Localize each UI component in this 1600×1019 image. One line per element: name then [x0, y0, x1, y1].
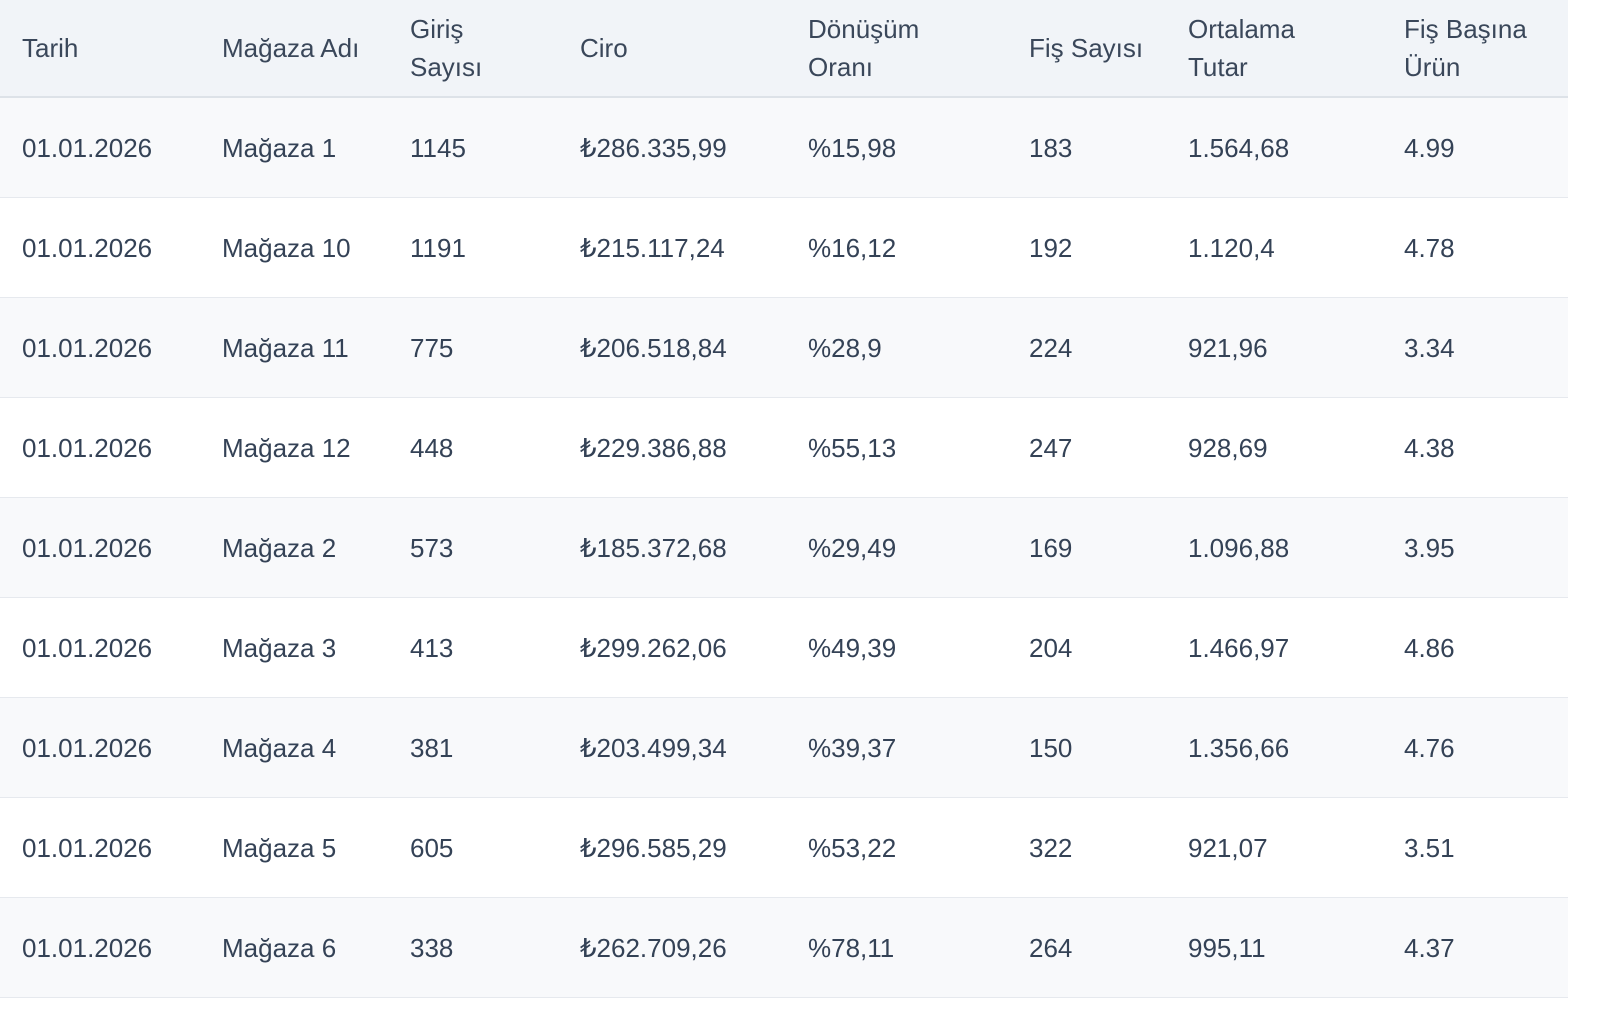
cell-date: 01.01.2026 [0, 897, 200, 998]
table-row[interactable]: 01.01.2026 Mağaza 3 413 ₺299.262,06 %49,39 20… [0, 597, 1568, 698]
cell-revenue: ₺206.518,84 [558, 297, 786, 398]
cell-entry-count: 605 [388, 797, 558, 898]
table-row[interactable]: 01.01.2026 Mağaza 12 448 ₺229.386,88 %55,13 2… [0, 397, 1568, 498]
cell-revenue: ₺215.117,24 [558, 197, 786, 298]
table-row[interactable]: 01.01.2026 Mağaza 2 573 ₺185.372,68 %29,49 16… [0, 497, 1568, 598]
cell-receipt-count: 224 [1007, 297, 1166, 398]
cell-average-amount: 921,07 [1166, 797, 1382, 898]
cell-date: 01.01.2026 [0, 497, 200, 598]
cell-entry-count: 1191 [388, 197, 558, 298]
column-header-receipt-count[interactable]: Fiş Sayısı [1007, 0, 1166, 98]
cell-items-per-receipt: 4.86 [1382, 597, 1568, 698]
table-row[interactable]: 01.01.2026 Mağaza 6 338 ₺262.709,26 %78,11 26… [0, 897, 1568, 998]
column-header-items-per-receipt[interactable]: Fiş Başına Ürün [1382, 0, 1568, 98]
cell-conversion-rate: %78,11 [786, 897, 1007, 998]
cell-revenue: ₺299.262,06 [558, 597, 786, 698]
cell-items-per-receipt: 3.51 [1382, 797, 1568, 898]
cell-date: 01.01.2026 [0, 197, 200, 298]
cell-receipt-count: 204 [1007, 597, 1166, 698]
cell-store-name: Mağaza 10 [200, 197, 388, 298]
cell-revenue: ₺296.585,29 [558, 797, 786, 898]
cell-entry-count: 413 [388, 597, 558, 698]
column-header-store-name[interactable]: Mağaza Adı [200, 0, 388, 98]
cell-conversion-rate: %39,37 [786, 697, 1007, 798]
cell-items-per-receipt: 4.78 [1382, 197, 1568, 298]
cell-average-amount: 1.120,4 [1166, 197, 1382, 298]
cell-revenue: ₺229.386,88 [558, 397, 786, 498]
cell-date: 01.01.2026 [0, 297, 200, 398]
cell-store-name: Mağaza 12 [200, 397, 388, 498]
table-row[interactable]: 01.01.2026 Mağaza 1 1145 ₺286.335,99 %15,98 1… [0, 97, 1568, 198]
cell-store-name: Mağaza 2 [200, 497, 388, 598]
cell-receipt-count: 183 [1007, 97, 1166, 198]
cell-receipt-count: 150 [1007, 697, 1166, 798]
cell-revenue: ₺286.335,99 [558, 97, 786, 198]
cell-average-amount: 1.564,68 [1166, 97, 1382, 198]
table-row[interactable]: 01.01.2026 Mağaza 4 381 ₺203.499,34 %39,37 15… [0, 697, 1568, 798]
cell-conversion-rate: %53,22 [786, 797, 1007, 898]
cell-revenue: ₺203.499,34 [558, 697, 786, 798]
cell-entry-count: 381 [388, 697, 558, 798]
cell-items-per-receipt: 4.38 [1382, 397, 1568, 498]
cell-store-name: Mağaza 3 [200, 597, 388, 698]
column-header-date[interactable]: Tarih [0, 0, 200, 98]
header-row: Tarih Mağaza Adı Giriş Sayısı Ciro Dönüşüm O… [0, 0, 1568, 98]
cell-revenue: ₺262.709,26 [558, 897, 786, 998]
cell-items-per-receipt: 4.76 [1382, 697, 1568, 798]
cell-store-name: Mağaza 4 [200, 697, 388, 798]
cell-entry-count: 573 [388, 497, 558, 598]
cell-average-amount: 1.356,66 [1166, 697, 1382, 798]
cell-items-per-receipt: 4.37 [1382, 897, 1568, 998]
column-header-conversion-rate[interactable]: Dönüşüm Oranı [786, 0, 1007, 98]
cell-items-per-receipt: 3.95 [1382, 497, 1568, 598]
cell-revenue: ₺185.372,68 [558, 497, 786, 598]
cell-average-amount: 1.466,97 [1166, 597, 1382, 698]
cell-average-amount: 995,11 [1166, 897, 1382, 998]
cell-store-name: Mağaza 11 [200, 297, 388, 398]
cell-entry-count: 1145 [388, 97, 558, 198]
cell-conversion-rate: %16,12 [786, 197, 1007, 298]
table-row[interactable]: 01.01.2026 Mağaza 11 775 ₺206.518,84 %28,9 22… [0, 297, 1568, 398]
column-header-revenue[interactable]: Ciro [558, 0, 786, 98]
cell-items-per-receipt: 4.99 [1382, 97, 1568, 198]
cell-conversion-rate: %28,9 [786, 297, 1007, 398]
cell-receipt-count: 247 [1007, 397, 1166, 498]
cell-store-name: Mağaza 6 [200, 897, 388, 998]
cell-store-name: Mağaza 1 [200, 97, 388, 198]
cell-entry-count: 448 [388, 397, 558, 498]
cell-date: 01.01.2026 [0, 97, 200, 198]
cell-receipt-count: 322 [1007, 797, 1166, 898]
cell-conversion-rate: %55,13 [786, 397, 1007, 498]
cell-date: 01.01.2026 [0, 397, 200, 498]
table-row[interactable]: 01.01.2026 Mağaza 10 1191 ₺215.117,24 %16,12… [0, 197, 1568, 298]
cell-entry-count: 338 [388, 897, 558, 998]
column-header-average-amount[interactable]: Ortalama Tutar [1166, 0, 1382, 98]
cell-average-amount: 1.096,88 [1166, 497, 1382, 598]
cell-receipt-count: 192 [1007, 197, 1166, 298]
store-sales-table: Tarih Mağaza Adı Giriş Sayısı Ciro Dönüşüm O… [0, 0, 1568, 998]
cell-receipt-count: 264 [1007, 897, 1166, 998]
cell-store-name: Mağaza 5 [200, 797, 388, 898]
table-row[interactable]: 01.01.2026 Mağaza 5 605 ₺296.585,29 %53,22 32… [0, 797, 1568, 898]
cell-items-per-receipt: 3.34 [1382, 297, 1568, 398]
cell-date: 01.01.2026 [0, 797, 200, 898]
cell-receipt-count: 169 [1007, 497, 1166, 598]
cell-conversion-rate: %29,49 [786, 497, 1007, 598]
cell-average-amount: 921,96 [1166, 297, 1382, 398]
cell-date: 01.01.2026 [0, 597, 200, 698]
cell-entry-count: 775 [388, 297, 558, 398]
cell-average-amount: 928,69 [1166, 397, 1382, 498]
column-header-entry-count[interactable]: Giriş Sayısı [388, 0, 558, 98]
cell-conversion-rate: %15,98 [786, 97, 1007, 198]
cell-date: 01.01.2026 [0, 697, 200, 798]
cell-conversion-rate: %49,39 [786, 597, 1007, 698]
